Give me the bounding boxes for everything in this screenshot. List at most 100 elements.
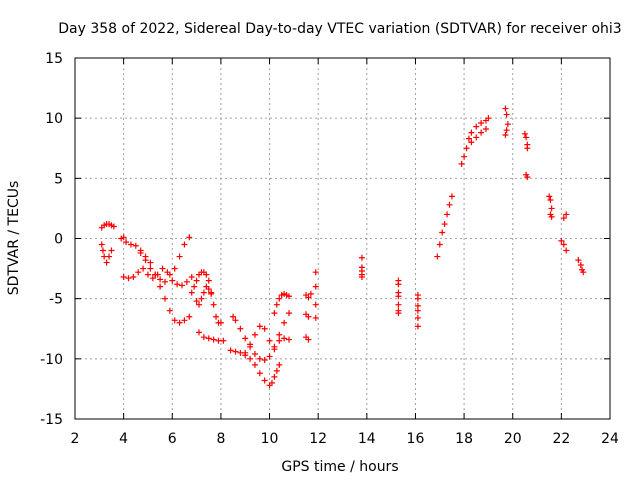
data-point bbox=[312, 301, 319, 308]
data-point bbox=[503, 127, 510, 134]
data-point bbox=[395, 281, 402, 288]
data-point bbox=[414, 307, 421, 314]
data-point bbox=[305, 294, 312, 301]
data-point bbox=[580, 269, 587, 276]
data-point bbox=[546, 193, 553, 200]
data-point bbox=[558, 237, 565, 244]
data-point bbox=[99, 247, 106, 254]
data-point bbox=[286, 336, 292, 343]
data-point bbox=[157, 276, 164, 283]
x-tick-label: 2 bbox=[71, 431, 80, 447]
data-point bbox=[251, 361, 258, 368]
data-point bbox=[548, 213, 555, 220]
data-point bbox=[473, 134, 480, 141]
data-point bbox=[271, 343, 278, 350]
data-point bbox=[503, 111, 510, 118]
data-point bbox=[563, 247, 570, 254]
data-point bbox=[271, 310, 278, 317]
data-point bbox=[256, 355, 263, 362]
data-point bbox=[213, 313, 220, 320]
data-point bbox=[281, 319, 288, 326]
data-point bbox=[193, 298, 200, 305]
data-point bbox=[276, 331, 283, 338]
data-point bbox=[395, 310, 402, 317]
data-point bbox=[171, 265, 178, 272]
data-point bbox=[164, 269, 171, 276]
data-point bbox=[436, 241, 443, 248]
data-point bbox=[137, 247, 144, 254]
data-point bbox=[181, 317, 188, 324]
data-point bbox=[465, 135, 472, 142]
data-point bbox=[171, 317, 178, 324]
data-point bbox=[312, 269, 319, 276]
data-point bbox=[286, 293, 292, 300]
data-point bbox=[120, 274, 127, 281]
data-point bbox=[196, 329, 203, 336]
data-point bbox=[463, 145, 470, 152]
data-point bbox=[473, 123, 480, 130]
data-point bbox=[560, 241, 567, 248]
data-point bbox=[110, 223, 117, 230]
x-tick-label: 10 bbox=[261, 431, 279, 447]
data-point bbox=[161, 295, 168, 302]
data-point bbox=[147, 259, 154, 266]
x-tick-label: 20 bbox=[504, 431, 522, 447]
data-points bbox=[98, 105, 587, 389]
y-tick-label: -15 bbox=[40, 412, 63, 428]
data-point bbox=[548, 205, 555, 212]
data-point bbox=[312, 283, 319, 290]
data-point bbox=[196, 301, 203, 308]
data-point bbox=[186, 234, 193, 241]
data-point bbox=[127, 241, 134, 248]
data-point bbox=[220, 337, 227, 344]
data-point bbox=[286, 310, 292, 317]
data-point bbox=[575, 257, 582, 264]
data-point bbox=[247, 355, 254, 362]
data-point bbox=[144, 271, 151, 278]
data-point bbox=[186, 313, 193, 320]
data-point bbox=[176, 319, 183, 326]
data-point bbox=[161, 278, 168, 285]
data-point bbox=[132, 242, 139, 249]
data-point bbox=[169, 277, 176, 284]
y-tick-label: 0 bbox=[54, 232, 63, 248]
data-point bbox=[276, 361, 283, 368]
data-point bbox=[208, 290, 215, 297]
data-point bbox=[560, 215, 567, 222]
data-point bbox=[179, 282, 185, 289]
data-point bbox=[147, 265, 154, 272]
chart-title: Day 358 of 2022, Sidereal Day-to-day VTE… bbox=[58, 21, 621, 37]
data-point bbox=[266, 337, 273, 344]
data-point bbox=[266, 353, 273, 360]
data-point bbox=[414, 295, 421, 302]
x-tick-label: 22 bbox=[552, 431, 570, 447]
data-point bbox=[395, 301, 402, 308]
data-point bbox=[395, 293, 402, 300]
y-tick-label: -10 bbox=[40, 352, 63, 368]
data-point bbox=[268, 379, 275, 386]
data-point bbox=[242, 335, 249, 342]
data-point bbox=[123, 239, 130, 246]
data-point bbox=[251, 331, 258, 338]
x-tick-label: 16 bbox=[407, 431, 425, 447]
data-point bbox=[521, 130, 528, 137]
plot-frame bbox=[74, 57, 611, 420]
data-point bbox=[251, 351, 258, 358]
data-point bbox=[103, 259, 110, 266]
x-tick-label: 4 bbox=[119, 431, 128, 447]
data-point bbox=[152, 271, 159, 278]
data-point bbox=[157, 283, 164, 290]
data-point bbox=[307, 290, 314, 297]
data-point bbox=[188, 289, 195, 296]
data-point bbox=[276, 337, 283, 344]
data-point bbox=[448, 193, 455, 200]
data-point bbox=[191, 283, 198, 290]
data-point bbox=[502, 105, 509, 112]
data-point bbox=[273, 367, 280, 374]
data-point bbox=[261, 325, 268, 332]
data-point bbox=[461, 153, 468, 160]
data-point bbox=[140, 265, 147, 272]
data-point bbox=[232, 348, 239, 355]
data-point bbox=[120, 234, 127, 241]
data-point bbox=[203, 271, 210, 278]
